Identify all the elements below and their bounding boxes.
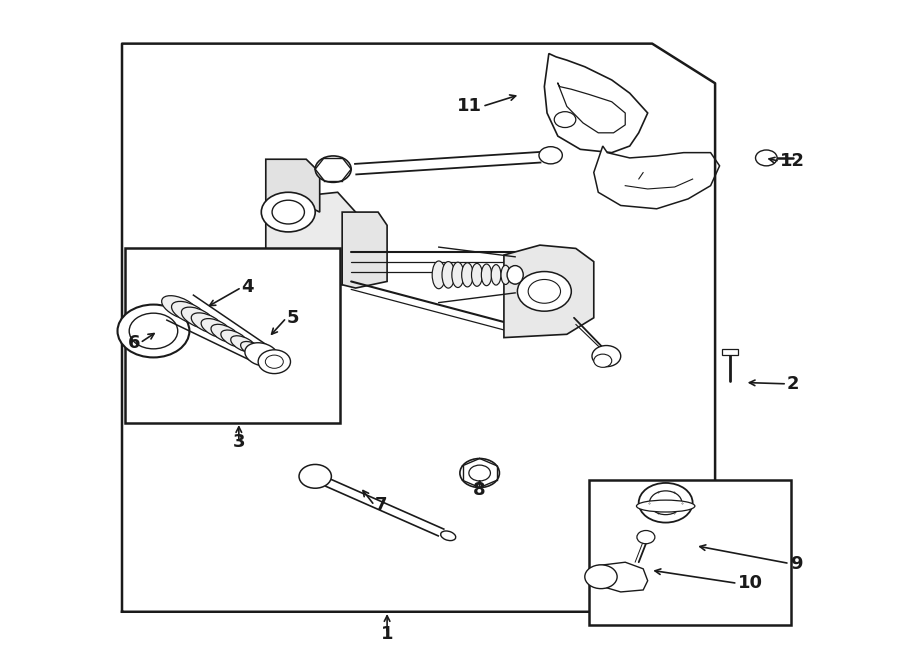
Circle shape xyxy=(299,465,331,489)
Text: 1: 1 xyxy=(381,624,393,643)
Ellipse shape xyxy=(501,265,510,285)
Ellipse shape xyxy=(240,342,265,357)
Circle shape xyxy=(650,491,682,514)
Circle shape xyxy=(592,346,621,367)
Circle shape xyxy=(460,459,500,488)
Ellipse shape xyxy=(201,318,231,338)
Text: 3: 3 xyxy=(232,433,245,451)
Text: 10: 10 xyxy=(738,575,762,592)
Circle shape xyxy=(755,150,777,166)
Circle shape xyxy=(315,156,351,182)
Ellipse shape xyxy=(220,330,248,348)
Ellipse shape xyxy=(211,324,239,343)
Polygon shape xyxy=(504,245,594,338)
Text: 11: 11 xyxy=(457,97,482,115)
Text: 2: 2 xyxy=(787,375,799,393)
Text: 8: 8 xyxy=(473,481,486,498)
Circle shape xyxy=(118,305,189,357)
Text: 9: 9 xyxy=(789,555,802,573)
Ellipse shape xyxy=(507,265,523,284)
Ellipse shape xyxy=(250,348,273,361)
Ellipse shape xyxy=(182,307,215,329)
Circle shape xyxy=(130,313,177,349)
Ellipse shape xyxy=(442,261,454,288)
Circle shape xyxy=(585,565,617,589)
Ellipse shape xyxy=(482,264,491,286)
Text: 12: 12 xyxy=(779,152,805,170)
Bar xyxy=(723,349,739,355)
Ellipse shape xyxy=(511,266,519,284)
Circle shape xyxy=(266,355,284,368)
Ellipse shape xyxy=(491,265,501,285)
Polygon shape xyxy=(266,160,320,212)
Ellipse shape xyxy=(245,343,278,366)
Circle shape xyxy=(539,147,562,164)
Text: 7: 7 xyxy=(374,496,387,514)
Circle shape xyxy=(554,112,576,128)
Ellipse shape xyxy=(441,531,455,541)
Circle shape xyxy=(518,271,572,311)
Circle shape xyxy=(594,354,612,367)
Circle shape xyxy=(469,465,491,481)
Ellipse shape xyxy=(462,263,473,287)
Circle shape xyxy=(258,350,291,373)
Ellipse shape xyxy=(472,263,482,286)
Circle shape xyxy=(528,279,561,303)
Text: 4: 4 xyxy=(241,279,254,297)
Ellipse shape xyxy=(162,296,199,320)
Bar xyxy=(590,480,791,625)
Ellipse shape xyxy=(636,500,695,512)
Polygon shape xyxy=(266,192,356,285)
Polygon shape xyxy=(594,146,720,209)
Text: 6: 6 xyxy=(128,334,140,352)
Text: 5: 5 xyxy=(286,308,299,327)
Ellipse shape xyxy=(192,313,223,334)
Polygon shape xyxy=(342,212,387,288)
Bar xyxy=(125,248,340,424)
Ellipse shape xyxy=(432,261,446,289)
Circle shape xyxy=(261,192,315,232)
Polygon shape xyxy=(594,562,648,592)
Circle shape xyxy=(639,483,693,522)
Ellipse shape xyxy=(172,301,207,324)
Circle shape xyxy=(272,200,304,224)
Ellipse shape xyxy=(230,336,256,352)
Circle shape xyxy=(637,530,655,544)
Polygon shape xyxy=(544,54,648,153)
Ellipse shape xyxy=(452,262,464,287)
